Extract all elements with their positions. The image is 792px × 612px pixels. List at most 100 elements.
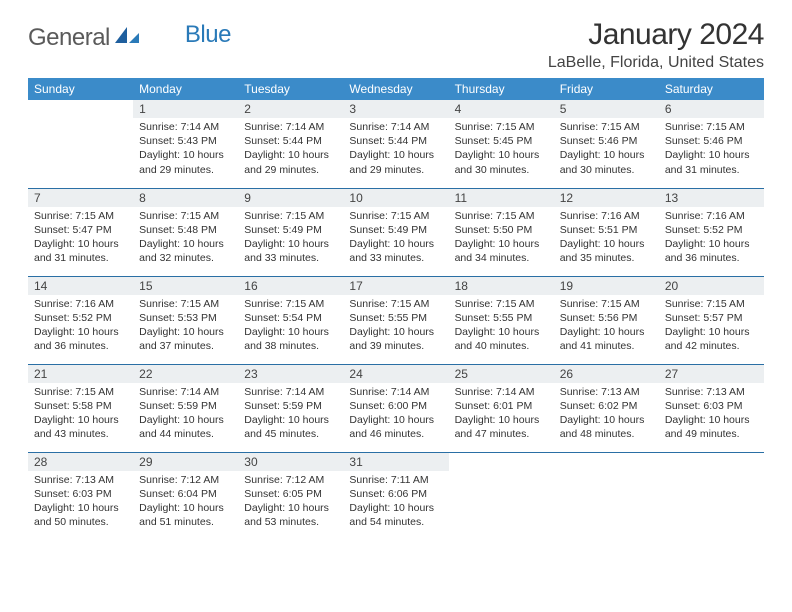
day-details: Sunrise: 7:15 AMSunset: 5:55 PMDaylight:… [343,295,448,358]
calendar-cell [449,452,554,540]
day-number: 31 [343,453,448,471]
calendar-cell: 28Sunrise: 7:13 AMSunset: 6:03 PMDayligh… [28,452,133,540]
weekday-header: Wednesday [343,78,448,100]
day-number: 29 [133,453,238,471]
day-number: 21 [28,365,133,383]
calendar-cell: 18Sunrise: 7:15 AMSunset: 5:55 PMDayligh… [449,276,554,364]
calendar-cell: 11Sunrise: 7:15 AMSunset: 5:50 PMDayligh… [449,188,554,276]
calendar-cell: 27Sunrise: 7:13 AMSunset: 6:03 PMDayligh… [659,364,764,452]
day-number: 16 [238,277,343,295]
day-details: Sunrise: 7:14 AMSunset: 6:00 PMDaylight:… [343,383,448,446]
calendar-cell [554,452,659,540]
calendar-cell: 2Sunrise: 7:14 AMSunset: 5:44 PMDaylight… [238,100,343,188]
day-details: Sunrise: 7:15 AMSunset: 5:55 PMDaylight:… [449,295,554,358]
calendar-cell: 12Sunrise: 7:16 AMSunset: 5:51 PMDayligh… [554,188,659,276]
day-details: Sunrise: 7:13 AMSunset: 6:03 PMDaylight:… [28,471,133,534]
day-details: Sunrise: 7:13 AMSunset: 6:02 PMDaylight:… [554,383,659,446]
day-details: Sunrise: 7:15 AMSunset: 5:45 PMDaylight:… [449,118,554,181]
calendar-cell: 23Sunrise: 7:14 AMSunset: 5:59 PMDayligh… [238,364,343,452]
calendar-cell: 9Sunrise: 7:15 AMSunset: 5:49 PMDaylight… [238,188,343,276]
day-details: Sunrise: 7:15 AMSunset: 5:49 PMDaylight:… [238,207,343,270]
calendar-cell: 17Sunrise: 7:15 AMSunset: 5:55 PMDayligh… [343,276,448,364]
calendar-cell: 4Sunrise: 7:15 AMSunset: 5:45 PMDaylight… [449,100,554,188]
calendar-cell [28,100,133,188]
calendar-cell: 21Sunrise: 7:15 AMSunset: 5:58 PMDayligh… [28,364,133,452]
page-title: January 2024 [548,18,764,52]
day-number: 15 [133,277,238,295]
calendar-cell: 26Sunrise: 7:13 AMSunset: 6:02 PMDayligh… [554,364,659,452]
weekday-header: Saturday [659,78,764,100]
location-text: LaBelle, Florida, United States [548,54,764,72]
day-number: 26 [554,365,659,383]
day-number: 9 [238,189,343,207]
day-number: 30 [238,453,343,471]
calendar-cell: 15Sunrise: 7:15 AMSunset: 5:53 PMDayligh… [133,276,238,364]
weekday-header: Tuesday [238,78,343,100]
day-details: Sunrise: 7:14 AMSunset: 5:43 PMDaylight:… [133,118,238,181]
calendar-cell: 8Sunrise: 7:15 AMSunset: 5:48 PMDaylight… [133,188,238,276]
weekday-header: Monday [133,78,238,100]
calendar-cell: 14Sunrise: 7:16 AMSunset: 5:52 PMDayligh… [28,276,133,364]
calendar-cell: 16Sunrise: 7:15 AMSunset: 5:54 PMDayligh… [238,276,343,364]
day-details: Sunrise: 7:15 AMSunset: 5:50 PMDaylight:… [449,207,554,270]
calendar-cell: 22Sunrise: 7:14 AMSunset: 5:59 PMDayligh… [133,364,238,452]
calendar-cell: 25Sunrise: 7:14 AMSunset: 6:01 PMDayligh… [449,364,554,452]
day-details: Sunrise: 7:15 AMSunset: 5:47 PMDaylight:… [28,207,133,270]
day-number: 14 [28,277,133,295]
calendar-table: Sunday Monday Tuesday Wednesday Thursday… [28,78,764,540]
calendar-cell: 6Sunrise: 7:15 AMSunset: 5:46 PMDaylight… [659,100,764,188]
day-details: Sunrise: 7:14 AMSunset: 5:59 PMDaylight:… [133,383,238,446]
day-details: Sunrise: 7:12 AMSunset: 6:05 PMDaylight:… [238,471,343,534]
day-details: Sunrise: 7:15 AMSunset: 5:56 PMDaylight:… [554,295,659,358]
day-number: 27 [659,365,764,383]
day-number: 1 [133,100,238,118]
day-number: 8 [133,189,238,207]
logo-text-2: Blue [185,21,231,49]
header: General Blue January 2024 LaBelle, Flori… [28,18,764,72]
calendar-cell: 30Sunrise: 7:12 AMSunset: 6:05 PMDayligh… [238,452,343,540]
day-number: 20 [659,277,764,295]
day-number: 7 [28,189,133,207]
day-number: 3 [343,100,448,118]
calendar-cell: 20Sunrise: 7:15 AMSunset: 5:57 PMDayligh… [659,276,764,364]
weekday-header: Sunday [28,78,133,100]
day-details: Sunrise: 7:12 AMSunset: 6:04 PMDaylight:… [133,471,238,534]
day-details: Sunrise: 7:15 AMSunset: 5:49 PMDaylight:… [343,207,448,270]
calendar-row: 28Sunrise: 7:13 AMSunset: 6:03 PMDayligh… [28,452,764,540]
day-number: 2 [238,100,343,118]
day-number: 13 [659,189,764,207]
day-number: 19 [554,277,659,295]
day-details: Sunrise: 7:15 AMSunset: 5:57 PMDaylight:… [659,295,764,358]
logo: General Blue [28,24,231,52]
day-details: Sunrise: 7:15 AMSunset: 5:46 PMDaylight:… [554,118,659,181]
day-details: Sunrise: 7:13 AMSunset: 6:03 PMDaylight:… [659,383,764,446]
day-details: Sunrise: 7:15 AMSunset: 5:58 PMDaylight:… [28,383,133,446]
calendar-cell: 10Sunrise: 7:15 AMSunset: 5:49 PMDayligh… [343,188,448,276]
day-number: 5 [554,100,659,118]
weekday-header-row: Sunday Monday Tuesday Wednesday Thursday… [28,78,764,100]
calendar-row: 7Sunrise: 7:15 AMSunset: 5:47 PMDaylight… [28,188,764,276]
calendar-cell: 29Sunrise: 7:12 AMSunset: 6:04 PMDayligh… [133,452,238,540]
day-details: Sunrise: 7:16 AMSunset: 5:52 PMDaylight:… [28,295,133,358]
day-number: 12 [554,189,659,207]
weekday-header: Friday [554,78,659,100]
day-number: 25 [449,365,554,383]
day-number: 6 [659,100,764,118]
day-details: Sunrise: 7:15 AMSunset: 5:54 PMDaylight:… [238,295,343,358]
day-number: 10 [343,189,448,207]
calendar-row: 1Sunrise: 7:14 AMSunset: 5:43 PMDaylight… [28,100,764,188]
calendar-cell: 7Sunrise: 7:15 AMSunset: 5:47 PMDaylight… [28,188,133,276]
day-number: 4 [449,100,554,118]
weekday-header: Thursday [449,78,554,100]
calendar-cell: 24Sunrise: 7:14 AMSunset: 6:00 PMDayligh… [343,364,448,452]
calendar-cell: 31Sunrise: 7:11 AMSunset: 6:06 PMDayligh… [343,452,448,540]
day-details: Sunrise: 7:14 AMSunset: 5:44 PMDaylight:… [343,118,448,181]
calendar-row: 21Sunrise: 7:15 AMSunset: 5:58 PMDayligh… [28,364,764,452]
calendar-cell: 19Sunrise: 7:15 AMSunset: 5:56 PMDayligh… [554,276,659,364]
day-number: 18 [449,277,554,295]
day-number: 23 [238,365,343,383]
day-details: Sunrise: 7:14 AMSunset: 5:44 PMDaylight:… [238,118,343,181]
calendar-cell: 5Sunrise: 7:15 AMSunset: 5:46 PMDaylight… [554,100,659,188]
day-number: 28 [28,453,133,471]
day-details: Sunrise: 7:15 AMSunset: 5:53 PMDaylight:… [133,295,238,358]
